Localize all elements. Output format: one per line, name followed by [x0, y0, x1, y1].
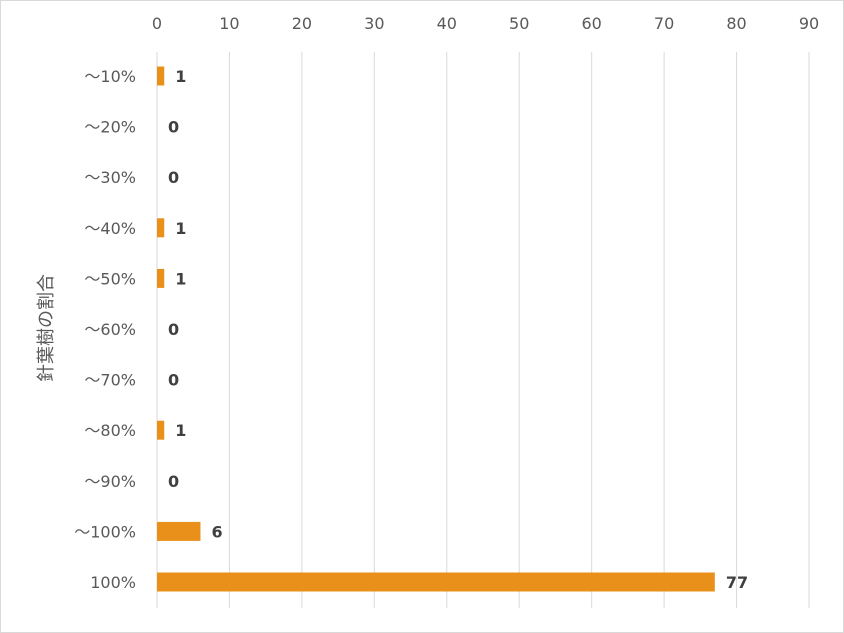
- category-label: ～70%: [84, 371, 136, 390]
- y-axis-title: 針葉樹の割合: [36, 274, 57, 382]
- category-label: ～10%: [84, 67, 136, 86]
- data-label: 6: [211, 522, 222, 541]
- x-axis-tick-labels: 0 10 20 30 40 50 60 70 80 90: [152, 14, 819, 33]
- data-label: 1: [175, 269, 186, 288]
- category-labels: ～10% ～20% ～30% ～40% ～50% ～60% ～70% ～80% ～90% ～100…: [74, 67, 136, 592]
- x-tick-label: 30: [364, 14, 384, 33]
- x-tick-label: 70: [654, 14, 674, 33]
- category-label: 100%: [90, 573, 136, 592]
- data-label: 0: [168, 168, 179, 187]
- bar: [157, 420, 165, 440]
- category-label: ～40%: [84, 219, 136, 238]
- gridlines: [156, 52, 810, 608]
- x-tick-label: 80: [726, 14, 746, 33]
- bar: [157, 218, 165, 238]
- bar: [157, 268, 165, 288]
- x-tick-label: 50: [509, 14, 529, 33]
- data-label: 77: [726, 573, 748, 592]
- data-label: 0: [168, 320, 179, 339]
- x-tick-label: 60: [581, 14, 601, 33]
- category-label: ～90%: [84, 472, 136, 491]
- data-label: 1: [175, 421, 186, 440]
- bar: [157, 572, 715, 592]
- bars: [157, 66, 715, 592]
- data-label: 1: [175, 219, 186, 238]
- category-label: ～50%: [84, 269, 136, 288]
- data-labels: 1 0 0 1 1 0 0 1 0 6 77: [168, 67, 748, 592]
- category-label: ～30%: [84, 168, 136, 187]
- category-label: ～20%: [84, 118, 136, 137]
- x-tick-label: 20: [292, 14, 312, 33]
- category-label: ～80%: [84, 421, 136, 440]
- data-label: 0: [168, 472, 179, 491]
- x-tick-label: 0: [152, 14, 162, 33]
- x-tick-label: 90: [799, 14, 819, 33]
- data-label: 1: [175, 67, 186, 86]
- category-label: ～100%: [74, 522, 136, 541]
- bar: [157, 66, 165, 86]
- bar: [157, 521, 201, 541]
- data-label: 0: [168, 118, 179, 137]
- data-label: 0: [168, 371, 179, 390]
- category-label: ～60%: [84, 320, 136, 339]
- x-tick-label: 10: [219, 14, 239, 33]
- x-tick-label: 40: [437, 14, 457, 33]
